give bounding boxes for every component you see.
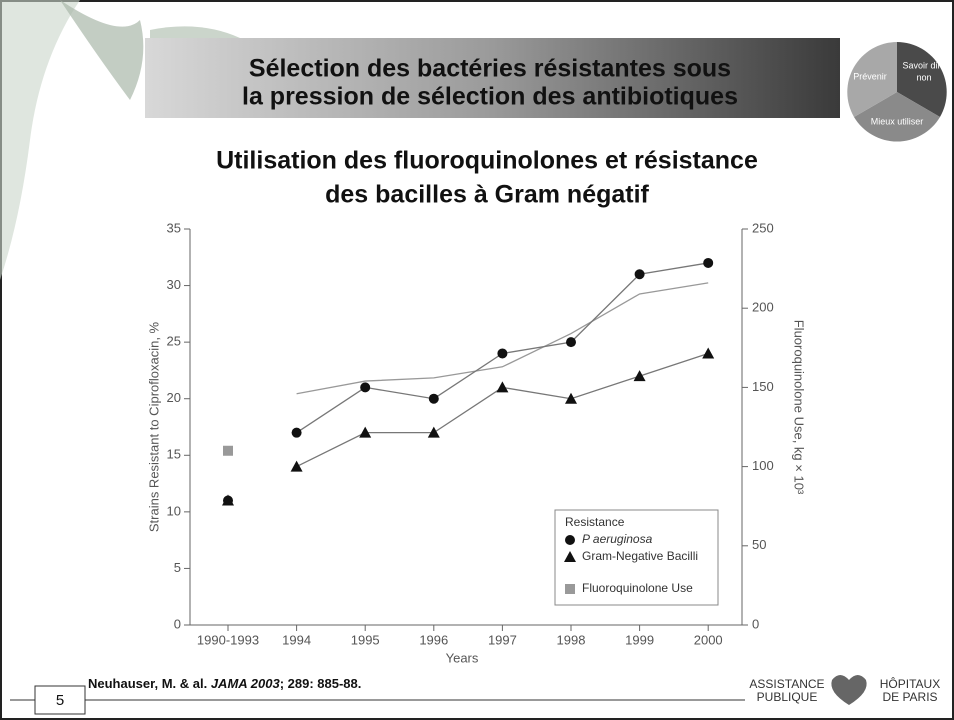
citation: Neuhauser, M. & al. JAMA 2003; 289: 885-… xyxy=(88,676,361,691)
x-tick-label: 2000 xyxy=(694,632,723,647)
legend-label: Fluoroquinolone Use xyxy=(582,581,693,595)
y-tick-label: 10 xyxy=(167,503,181,518)
legend-title: Resistance xyxy=(565,515,625,529)
marker-circle xyxy=(429,394,439,404)
marker-circle xyxy=(497,348,507,358)
y-axis-label: Strains Resistant to Ciprofloxacin, % xyxy=(146,321,161,532)
marker-circle xyxy=(635,269,645,279)
x-axis-label: Years xyxy=(446,650,479,665)
y2-tick-label: 0 xyxy=(752,616,759,631)
logo-text: PUBLIQUE xyxy=(757,690,818,704)
x-tick-label: 1999 xyxy=(625,632,654,647)
pie-logo: Prévenir Savoir dire non Mieux utiliser xyxy=(847,42,946,141)
x-tick-label: 1990-1993 xyxy=(197,632,259,647)
marker-circle xyxy=(703,258,713,268)
chart-title: des bacilles à Gram négatif xyxy=(325,181,649,209)
marker-circle xyxy=(360,382,370,392)
y2-tick-label: 250 xyxy=(752,220,774,235)
y2-tick-label: 50 xyxy=(752,537,766,552)
y-tick-label: 35 xyxy=(167,220,181,235)
x-tick-label: 1997 xyxy=(488,632,517,647)
citation-authors: Neuhauser, M. & al. xyxy=(88,676,211,691)
citation-journal: JAMA 2003 xyxy=(211,676,281,691)
logo-text: HÔPITAUX xyxy=(880,676,940,691)
pie-label: non xyxy=(916,72,931,82)
y2-tick-label: 150 xyxy=(752,379,774,394)
aphp-logo: ASSISTANCE PUBLIQUE HÔPITAUX DE PARIS xyxy=(749,675,940,705)
marker-circle xyxy=(292,428,302,438)
y-tick-label: 30 xyxy=(167,277,181,292)
slide: Sélection des bactéries résistantes sous… xyxy=(0,0,954,720)
marker-square xyxy=(223,446,233,456)
y-tick-label: 25 xyxy=(167,334,181,349)
marker-circle xyxy=(223,496,233,506)
logo-text: ASSISTANCE xyxy=(749,677,824,691)
y-tick-label: 0 xyxy=(174,616,181,631)
pie-label: Prévenir xyxy=(853,71,887,81)
slide-title: Sélection des bactéries résistantes sous xyxy=(249,55,731,83)
y2-tick-label: 100 xyxy=(752,458,774,473)
slide-title: la pression de sélection des antibiotiqu… xyxy=(242,83,738,111)
x-tick-label: 1994 xyxy=(282,632,311,647)
y2-tick-label: 200 xyxy=(752,300,774,315)
legend-label: P aeruginosa xyxy=(582,532,653,546)
marker-square xyxy=(565,584,575,594)
citation-ref: ; 289: 885-88. xyxy=(280,676,362,691)
pie-label: Savoir dire xyxy=(902,60,945,70)
y-tick-label: 5 xyxy=(174,560,181,575)
y-tick-label: 20 xyxy=(167,390,181,405)
logo-text: DE PARIS xyxy=(882,690,937,704)
marker-circle xyxy=(565,535,575,545)
y-tick-label: 15 xyxy=(167,447,181,462)
pie-label: Mieux utiliser xyxy=(871,116,924,126)
x-tick-label: 1995 xyxy=(351,632,380,647)
x-tick-label: 1996 xyxy=(419,632,448,647)
marker-circle xyxy=(566,337,576,347)
legend-label: Gram-Negative Bacilli xyxy=(582,549,698,563)
chart-title: Utilisation des fluoroquinolones et rési… xyxy=(216,147,758,175)
y2-axis-label: Fluoroquinolone Use, kg × 10³ xyxy=(792,320,807,495)
page-number: 5 xyxy=(56,692,64,709)
x-tick-label: 1998 xyxy=(557,632,586,647)
